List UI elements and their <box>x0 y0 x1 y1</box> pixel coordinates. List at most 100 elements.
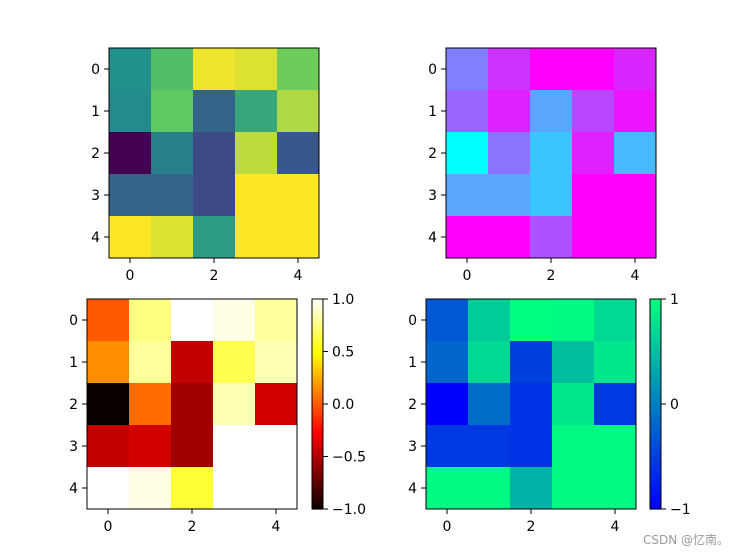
heatmap-cell <box>109 174 152 217</box>
colorbar-segment <box>650 431 661 434</box>
colorbar-segment <box>312 338 323 342</box>
colorbar-segment <box>312 307 323 311</box>
colorbar-segment <box>650 443 661 447</box>
heatmap-cell <box>552 425 595 468</box>
colorbar-segment <box>312 330 323 334</box>
colorbar-segment <box>650 498 661 502</box>
colorbar-segment <box>312 490 323 493</box>
heatmap-cell <box>235 216 278 259</box>
colorbar-segment <box>650 435 661 439</box>
x-tick-label: 4 <box>611 519 620 535</box>
colorbar-segment <box>650 492 661 495</box>
y-tick-label: 1 <box>408 355 417 371</box>
heatmap-cell <box>193 90 236 133</box>
colorbar-segment <box>312 393 323 397</box>
heatmap-cell <box>446 132 489 175</box>
colorbar-segment <box>650 425 661 428</box>
heatmap-cell <box>255 341 298 384</box>
colorbar-segment <box>650 504 661 508</box>
colorbar-segment <box>312 450 323 453</box>
colorbar-segment <box>312 479 323 483</box>
colorbar-segment <box>650 412 661 416</box>
colorbar-segment <box>312 504 323 508</box>
colorbar-tick-label: 1.0 <box>332 292 354 308</box>
colorbar-segment <box>312 420 323 424</box>
colorbar-segment <box>650 494 661 497</box>
heatmap-cell <box>151 132 194 175</box>
colorbar-segment <box>650 399 661 403</box>
colorbar-segment <box>312 473 323 476</box>
colorbar-segment <box>650 441 661 445</box>
colorbar-segment <box>312 341 323 344</box>
heatmap-cell <box>530 48 573 91</box>
heatmap-cell <box>510 299 553 342</box>
colorbar-segment <box>650 303 661 306</box>
colorbar-segment <box>650 320 661 323</box>
colorbar-segment <box>650 328 661 332</box>
colorbar-segment <box>650 349 661 353</box>
heatmap-cell <box>614 48 657 91</box>
heatmap-cell <box>468 299 511 342</box>
colorbar-segment <box>312 462 323 466</box>
heatmap-cell <box>614 174 657 217</box>
y-tick-label: 2 <box>91 146 100 162</box>
colorbar-segment <box>312 317 323 321</box>
heatmap-cell <box>129 299 172 342</box>
colorbar-segment <box>650 389 661 392</box>
heatmap-panel-3: 0 2 4 0 1 2 3 4 1 0 −1 <box>408 292 691 535</box>
colorbar-segment <box>312 435 323 439</box>
heatmap-cell <box>255 467 298 510</box>
colorbar-segment <box>312 481 323 485</box>
colorbar-tick-label: 1 <box>670 292 679 308</box>
colorbar-segment <box>650 364 661 367</box>
heatmap-cell <box>426 299 469 342</box>
heatmap-cell <box>171 299 214 342</box>
colorbar-segment <box>650 397 661 401</box>
colorbar-segment <box>312 391 323 395</box>
x-tick-label: 2 <box>527 519 536 535</box>
y-tick-label: 1 <box>91 104 100 120</box>
heatmap-cell <box>87 467 130 510</box>
colorbar-segment <box>312 320 323 323</box>
colorbar-segment <box>312 343 323 346</box>
colorbar-segment <box>312 443 323 447</box>
colorbar-segment <box>312 374 323 378</box>
colorbar-segment <box>312 315 323 319</box>
colorbar-segment <box>650 502 661 506</box>
heatmap-cell <box>151 90 194 133</box>
colorbar-segment <box>650 324 661 327</box>
heatmap-cell <box>510 383 553 426</box>
colorbar-segment <box>312 347 323 350</box>
colorbar-segment <box>650 351 661 355</box>
y-tick-label: 3 <box>428 188 437 204</box>
colorbar-segment <box>312 475 323 479</box>
heatmap-cell <box>109 90 152 133</box>
colorbar-segment <box>312 448 323 451</box>
colorbar-segment <box>650 437 661 441</box>
colorbar-segment <box>312 471 323 474</box>
y-tick-label: 0 <box>408 313 417 329</box>
heatmap-cell <box>488 216 531 259</box>
heatmap-cell <box>213 341 256 384</box>
colorbar-segment <box>312 485 323 489</box>
colorbar-segment <box>650 467 661 470</box>
colorbar-segment <box>312 324 323 327</box>
heatmap-cell <box>488 48 531 91</box>
heatmap-panel-1: 0 2 4 0 1 2 3 4 <box>428 47 657 284</box>
heatmap-cell <box>468 467 511 510</box>
colorbar-segment <box>312 387 323 390</box>
heatmap-cell <box>171 467 214 510</box>
x-tick-label: 0 <box>463 268 472 284</box>
colorbar-segment <box>312 334 323 338</box>
heatmap-cell <box>171 425 214 468</box>
colorbar-tick-label: 0 <box>670 397 679 413</box>
colorbar-segment <box>312 500 323 504</box>
colorbar-segment <box>312 422 323 426</box>
colorbar-segment <box>650 404 661 407</box>
colorbar-segment <box>312 492 323 495</box>
colorbar-segment <box>650 368 661 371</box>
heatmap-cell <box>129 467 172 510</box>
heatmap-cell <box>213 425 256 468</box>
colorbar-segment <box>312 383 323 386</box>
colorbar-segment <box>312 441 323 445</box>
